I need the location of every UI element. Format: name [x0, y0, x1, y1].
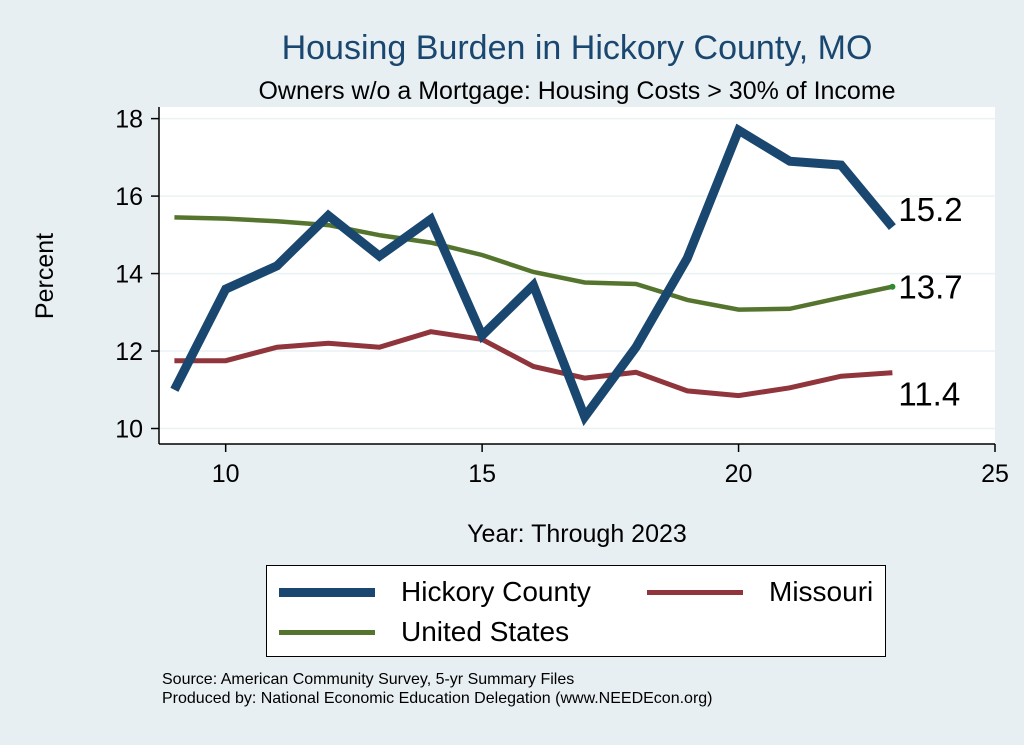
series-lines — [170, 123, 896, 427]
legend-label-united-states: United States — [401, 616, 570, 647]
x-tick-label: 25 — [981, 460, 1009, 488]
series-line-united-states — [174, 215, 893, 312]
legend-item-missouri: Missouri — [647, 576, 873, 608]
legend-label-hickory: Hickory County — [401, 576, 591, 607]
legend-item-united-states: United States — [279, 616, 569, 648]
y-tick-label: 14 — [115, 261, 143, 289]
series-line-missouri — [174, 329, 893, 399]
series-line-hickory-county — [170, 123, 896, 427]
chart-title: Housing Burden in Hickory County, MO — [282, 29, 873, 67]
legend-swatch-hickory — [279, 587, 375, 597]
end-label-united-states: 13.7 — [898, 269, 962, 306]
legend-label-missouri: Missouri — [769, 576, 874, 607]
source-notes: Source: American Community Survey, 5-yr … — [162, 670, 713, 708]
x-tick-label: 20 — [725, 460, 753, 488]
producer-line: Produced by: National Economic Education… — [162, 690, 713, 707]
x-axis-label: Year: Through 2023 — [467, 520, 687, 548]
grid-lines — [159, 117, 995, 430]
legend-item-hickory-county: Hickory County — [279, 576, 591, 608]
x-tick-label: 10 — [212, 460, 240, 488]
y-tick-label: 12 — [115, 338, 143, 366]
end-label-missouri: 11.4 — [898, 376, 960, 413]
y-tick-label: 10 — [115, 416, 143, 444]
end-labels: 15.2 13.7 11.4 — [898, 191, 962, 413]
y-tick-label: 16 — [115, 183, 143, 211]
end-marker-united-states — [889, 283, 896, 290]
legend: Hickory County Missouri United States — [266, 565, 886, 657]
source-line: Source: American Community Survey, 5-yr … — [162, 671, 575, 688]
y-axis-label: Percent — [31, 233, 59, 319]
x-tick-label: 15 — [468, 460, 496, 488]
y-tick-label: 18 — [115, 106, 143, 134]
legend-swatch-missouri — [647, 589, 743, 595]
end-label-hickory-county: 15.2 — [898, 191, 962, 228]
axes: 10 12 14 16 18 10 15 20 25 — [115, 106, 1009, 488]
chart-subtitle: Owners w/o a Mortgage: Housing Costs > 3… — [258, 77, 895, 105]
legend-swatch-united-states — [279, 629, 375, 635]
